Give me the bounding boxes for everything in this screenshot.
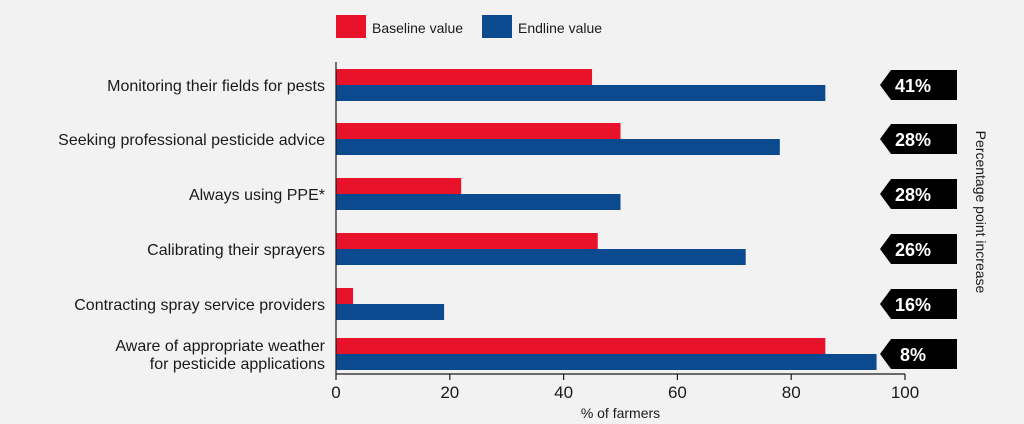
endline-bar [336, 139, 780, 155]
category-label: Calibrating their sprayers [147, 242, 325, 259]
increase-axis-title: Percentage point increase [973, 131, 989, 294]
increase-value: 26% [895, 240, 931, 260]
baseline-bar [336, 233, 598, 249]
increase-badge [880, 179, 957, 209]
endline-bar [336, 194, 621, 210]
category-labels: Monitoring their fields for pests Seeking… [58, 78, 326, 373]
increase-value: 28% [895, 130, 931, 150]
increase-badge [880, 124, 957, 154]
category-label: Always using PPE* [189, 187, 325, 204]
increase-badge [880, 339, 957, 369]
baseline-bar [336, 178, 462, 194]
increase-badge [880, 234, 957, 264]
baseline-bar [336, 288, 354, 304]
legend: Baseline value Endline value [336, 15, 602, 38]
increase-badges: 41% 28% 28% 26% 16% 8% Percentage point increa… [880, 70, 989, 369]
baseline-bar [336, 123, 621, 139]
x-tick-label: 20 [440, 383, 459, 402]
legend-label-endline: Endline value [518, 20, 602, 36]
legend-swatch-endline [482, 15, 512, 38]
baseline-bar [336, 338, 826, 354]
x-tick-label: 80 [782, 383, 801, 402]
bars-group [336, 69, 877, 370]
legend-label-baseline: Baseline value [372, 20, 463, 36]
endline-bar [336, 85, 826, 101]
increase-badge [880, 70, 957, 100]
category-label: Seeking professional pesticide advice [58, 132, 325, 149]
x-axis: 0 20 40 60 80 100 % of farmers [331, 62, 919, 421]
x-tick-label: 60 [668, 383, 687, 402]
legend-swatch-baseline [336, 15, 366, 38]
x-tick-label: 100 [891, 383, 919, 402]
x-tick-label: 0 [331, 383, 340, 402]
increase-badge [880, 289, 957, 319]
endline-bar [336, 249, 746, 265]
increase-value: 41% [895, 76, 931, 96]
increase-value: 8% [900, 345, 926, 365]
x-tick-label: 40 [554, 383, 573, 402]
increase-value: 28% [895, 185, 931, 205]
endline-bar [336, 354, 877, 370]
category-label: Monitoring their fields for pests [107, 78, 325, 95]
category-label: Aware of appropriate weather for pesticid… [115, 338, 325, 373]
category-label: Contracting spray service providers [74, 297, 325, 314]
endline-bar [336, 304, 445, 320]
increase-value: 16% [895, 295, 931, 315]
x-axis-title: % of farmers [581, 405, 660, 421]
baseline-bar [336, 69, 593, 85]
